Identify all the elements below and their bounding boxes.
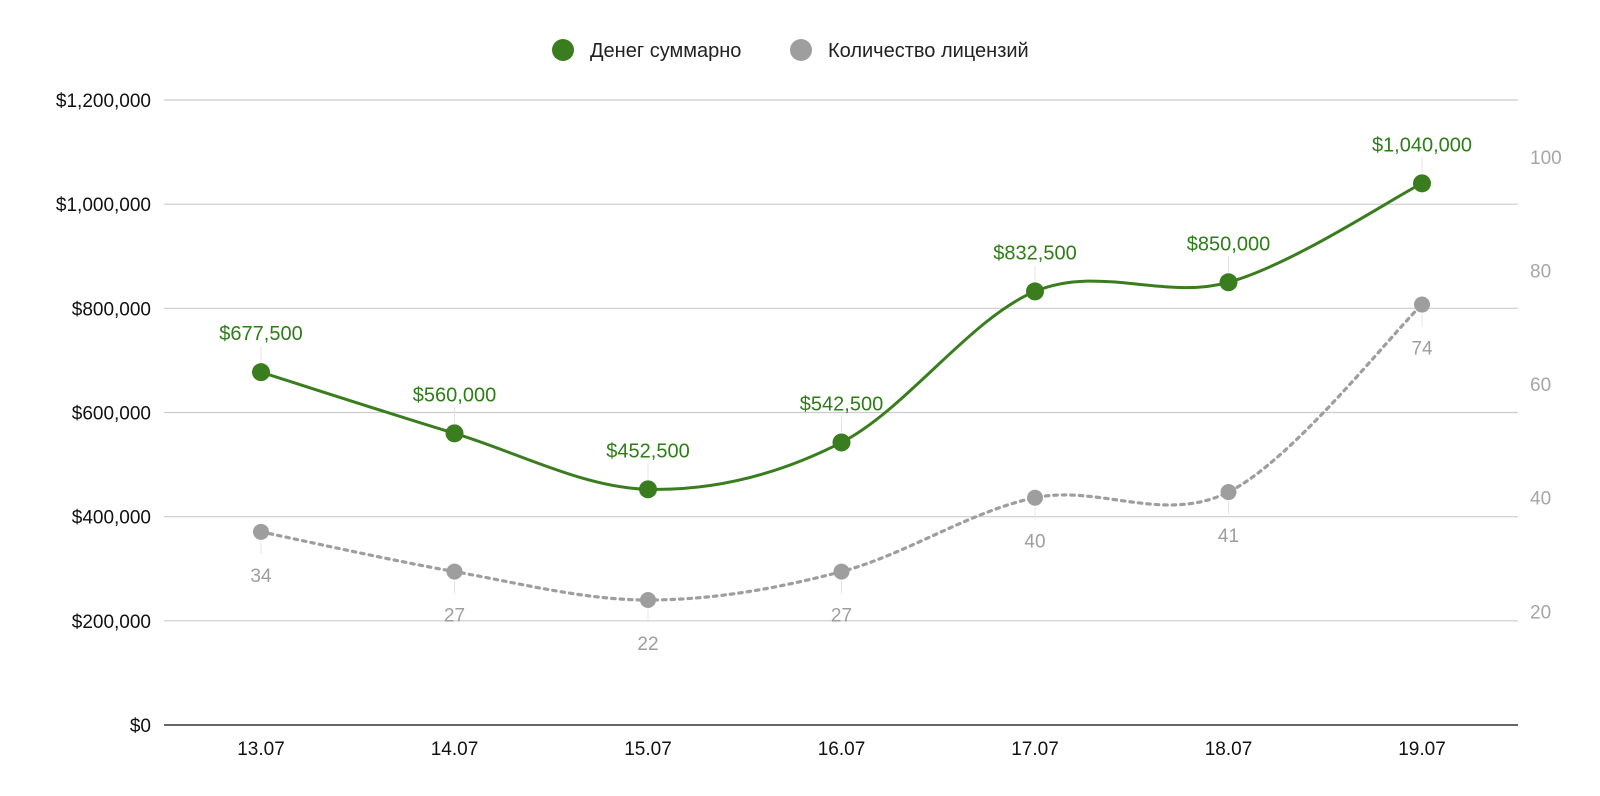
y-right-tick-label: 60	[1530, 375, 1551, 396]
data-point-licenses	[1414, 296, 1430, 313]
x-tick-label: 19.07	[1398, 739, 1446, 760]
data-point-licenses	[1027, 489, 1043, 506]
data-point-money	[832, 433, 851, 452]
label-layer: 34 27 22 27 40 41 74 $677,500 $560,000 $452,500 $5…	[219, 134, 1472, 655]
y-left-tick-label: $400,000	[72, 508, 151, 529]
data-label-licenses: 34	[250, 566, 272, 587]
legend-marker-money	[552, 39, 574, 61]
data-point-money	[1413, 174, 1431, 193]
legend: Денег суммарно Количество лицензий	[552, 39, 1029, 62]
legend-label-money: Денег суммарно	[590, 40, 741, 62]
x-tick-label: 18.07	[1205, 739, 1253, 760]
y-right-tick-label: 20	[1530, 602, 1551, 623]
y-left-tick-label: $800,000	[72, 299, 151, 320]
x-tick-label: 13.07	[237, 739, 285, 760]
legend-marker-licenses	[790, 39, 812, 61]
data-point-money	[252, 363, 270, 382]
x-tick-label: 16.07	[818, 739, 866, 760]
data-point-money	[445, 424, 464, 443]
data-label-money: $560,000	[413, 384, 496, 406]
y-left-tick-label: $1,000,000	[56, 195, 151, 216]
data-label-licenses: 40	[1024, 532, 1045, 553]
x-tick-label: 17.07	[1011, 739, 1059, 760]
series-line-licenses	[259, 302, 1424, 602]
data-label-money: $542,500	[800, 393, 883, 415]
data-point-licenses	[833, 563, 850, 580]
x-tick-label: 15.07	[624, 739, 672, 760]
data-label-money: $850,000	[1187, 233, 1270, 255]
data-point-licenses	[446, 563, 463, 580]
x-tick-label: 14.07	[431, 739, 479, 760]
legend-label-licenses: Количество лицензий	[828, 40, 1029, 62]
axis-layer: $0 $200,000 $400,000 $600,000 $800,000 $1,000…	[56, 91, 1562, 760]
data-label-money: $452,500	[606, 440, 689, 462]
y-left-tick-label: $0	[130, 716, 151, 737]
y-right-tick-label: 80	[1530, 261, 1551, 282]
y-right-tick-label: 40	[1530, 489, 1551, 510]
data-label-licenses: 74	[1411, 339, 1433, 360]
data-label-licenses: 27	[831, 606, 852, 627]
y-left-tick-label: $600,000	[72, 404, 151, 425]
data-point-licenses	[640, 592, 656, 608]
series-layer	[252, 174, 1431, 608]
y-left-tick-label: $200,000	[72, 612, 151, 633]
data-label-licenses: 41	[1218, 526, 1239, 547]
data-point-money	[639, 480, 657, 499]
data-label-licenses: 22	[637, 634, 658, 655]
data-point-licenses	[253, 523, 269, 540]
y-left-tick-label: $1,200,000	[56, 91, 151, 112]
y-right-tick-label: 100	[1530, 148, 1562, 169]
data-point-licenses	[1220, 484, 1237, 501]
data-label-money: $677,500	[219, 323, 302, 345]
data-point-money	[1219, 273, 1238, 292]
data-label-licenses: 27	[444, 606, 465, 627]
grid-layer	[164, 99, 1518, 622]
data-point-money	[1026, 282, 1044, 301]
data-label-money: $832,500	[993, 242, 1076, 264]
data-label-money: $1,040,000	[1372, 134, 1472, 156]
